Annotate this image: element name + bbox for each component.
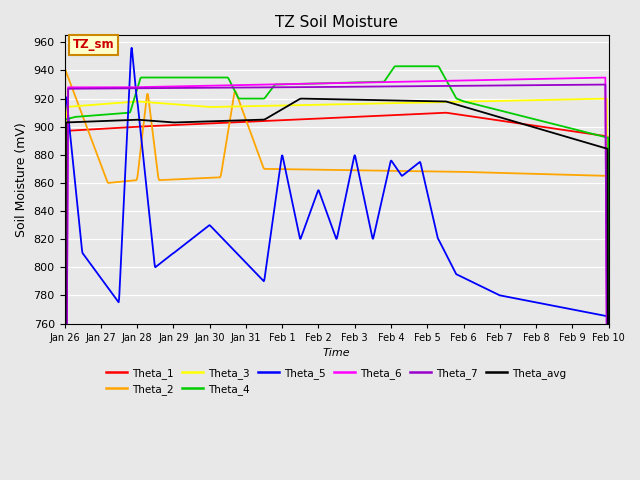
Title: TZ Soil Moisture: TZ Soil Moisture [275, 15, 398, 30]
Text: TZ_sm: TZ_sm [73, 38, 115, 51]
X-axis label: Time: Time [323, 348, 350, 358]
Y-axis label: Soil Moisture (mV): Soil Moisture (mV) [15, 122, 28, 237]
Legend: Theta_1, Theta_2, Theta_3, Theta_4, Theta_5, Theta_6, Theta_7, Theta_avg: Theta_1, Theta_2, Theta_3, Theta_4, Thet… [102, 364, 571, 399]
